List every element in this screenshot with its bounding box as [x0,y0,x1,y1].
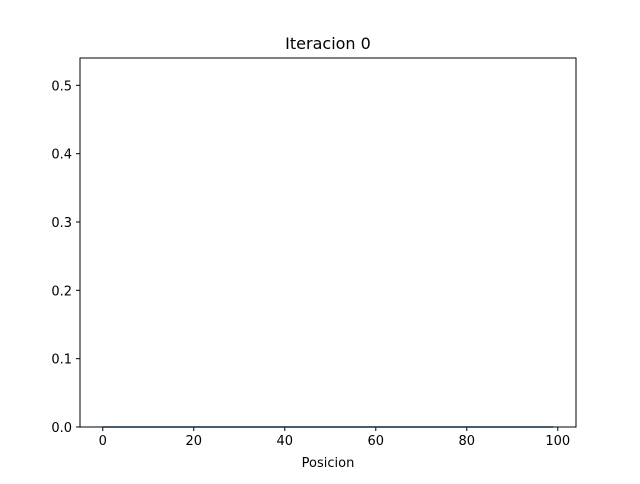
y-tick-label: 0.5 [51,79,72,94]
y-tick-label: 0.4 [51,148,72,163]
chart-title: Iteracion 0 [285,34,371,53]
x-tick-label: 80 [459,434,476,449]
x-tick-label: 100 [545,434,570,449]
x-tick-label: 40 [276,434,293,449]
y-tick-label: 0.0 [51,421,72,436]
plot-frame [79,57,577,428]
x-axis-label: Posicion [302,456,355,471]
y-tick-label: 0.2 [51,284,72,299]
y-tick-label: 0.3 [51,216,72,231]
x-tick-label: 60 [368,434,385,449]
x-tick-label: 20 [185,434,202,449]
x-tick-label: 0 [99,434,107,449]
y-tick-label: 0.1 [51,353,72,368]
